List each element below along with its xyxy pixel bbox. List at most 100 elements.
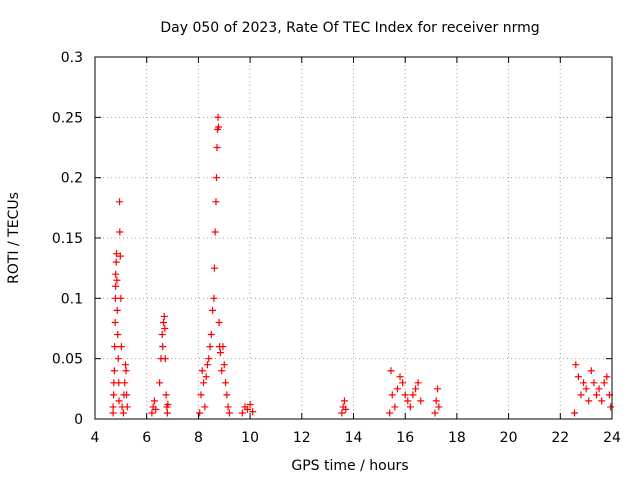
data-point bbox=[572, 361, 580, 369]
data-point bbox=[161, 355, 169, 363]
data-point bbox=[435, 403, 443, 411]
data-point bbox=[122, 367, 130, 375]
data-point bbox=[401, 391, 409, 399]
data-point bbox=[112, 258, 120, 266]
data-point bbox=[113, 276, 121, 284]
data-point bbox=[114, 355, 122, 363]
data-point bbox=[399, 379, 407, 387]
data-point bbox=[219, 343, 227, 351]
data-point bbox=[414, 379, 422, 387]
data-point bbox=[220, 361, 228, 369]
x-tick-label: 10 bbox=[241, 430, 259, 446]
data-point bbox=[434, 385, 442, 393]
data-point bbox=[246, 401, 254, 409]
y-tick-label: 0 bbox=[74, 412, 83, 428]
x-axis-ticks: 4 6 8 10 12 14 16 18 20 22 24 bbox=[91, 57, 621, 446]
data-point bbox=[590, 379, 598, 387]
x-tick-label: 14 bbox=[345, 430, 363, 446]
x-tick-label: 18 bbox=[448, 430, 466, 446]
data-point bbox=[162, 391, 170, 399]
data-point bbox=[598, 397, 606, 405]
data-point bbox=[214, 113, 222, 121]
data-point bbox=[225, 409, 233, 417]
data-point bbox=[116, 228, 124, 236]
data-point bbox=[212, 174, 220, 182]
data-point bbox=[201, 403, 209, 411]
data-point bbox=[216, 349, 224, 357]
y-axis-label: ROTI / TECUs bbox=[6, 192, 22, 284]
data-point bbox=[222, 379, 230, 387]
data-point bbox=[249, 408, 257, 416]
y-tick-label: 0.15 bbox=[52, 231, 83, 247]
data-point bbox=[111, 318, 119, 326]
data-point bbox=[603, 373, 611, 381]
data-point bbox=[607, 403, 615, 411]
data-point bbox=[386, 409, 394, 417]
data-point bbox=[196, 409, 204, 417]
x-tick-label: 22 bbox=[551, 430, 569, 446]
y-axis-ticks: 0 0.05 0.1 0.15 0.2 0.25 0.3 bbox=[52, 50, 612, 428]
x-tick-label: 4 bbox=[91, 430, 100, 446]
data-point bbox=[207, 331, 215, 339]
data-point bbox=[224, 403, 232, 411]
data-point bbox=[160, 318, 168, 326]
data-point bbox=[215, 123, 223, 131]
data-point bbox=[592, 391, 600, 399]
data-point bbox=[338, 409, 346, 417]
data-point bbox=[580, 379, 588, 387]
data-point bbox=[210, 264, 218, 272]
data-point bbox=[587, 367, 595, 375]
data-point bbox=[218, 367, 226, 375]
data-point bbox=[123, 391, 131, 399]
data-point bbox=[585, 397, 593, 405]
data-point bbox=[582, 385, 590, 393]
data-point bbox=[396, 373, 404, 381]
data-point bbox=[150, 397, 158, 405]
data-point bbox=[116, 198, 124, 206]
data-point bbox=[164, 401, 172, 409]
data-point bbox=[387, 367, 395, 375]
data-point bbox=[159, 343, 167, 351]
data-point bbox=[215, 318, 223, 326]
data-point bbox=[123, 403, 131, 411]
data-point bbox=[238, 409, 246, 417]
x-tick-label: 20 bbox=[500, 430, 518, 446]
data-point bbox=[117, 343, 125, 351]
y-tick-label: 0.05 bbox=[52, 352, 83, 368]
y-tick-label: 0.3 bbox=[61, 50, 83, 66]
data-point bbox=[111, 343, 119, 351]
data-point bbox=[206, 343, 214, 351]
y-tick-label: 0.1 bbox=[61, 291, 83, 307]
data-point bbox=[412, 385, 420, 393]
data-point bbox=[431, 409, 439, 417]
data-point bbox=[212, 198, 220, 206]
y-tick-label: 0.2 bbox=[61, 171, 83, 187]
grid-lines bbox=[95, 57, 612, 419]
data-point bbox=[223, 391, 231, 399]
data-point bbox=[112, 282, 120, 290]
data-point bbox=[156, 379, 164, 387]
data-point bbox=[109, 409, 117, 417]
chart-title: Day 050 of 2023, Rate Of TEC Index for r… bbox=[160, 20, 539, 36]
data-point bbox=[571, 409, 579, 417]
data-point bbox=[244, 405, 252, 413]
data-point bbox=[197, 391, 205, 399]
data-point bbox=[112, 270, 120, 278]
data-point bbox=[213, 144, 221, 151]
data-point bbox=[340, 397, 348, 405]
data-point bbox=[117, 294, 125, 302]
data-point bbox=[393, 385, 401, 393]
data-point bbox=[200, 379, 208, 387]
data-point bbox=[198, 367, 206, 375]
data-point bbox=[114, 331, 122, 339]
data-point bbox=[211, 228, 219, 236]
data-point bbox=[574, 373, 582, 381]
data-point bbox=[203, 361, 211, 369]
data-point bbox=[116, 252, 124, 260]
x-tick-label: 12 bbox=[293, 430, 311, 446]
data-point bbox=[388, 391, 396, 399]
data-point bbox=[391, 403, 399, 411]
data-point bbox=[209, 306, 217, 314]
data-point bbox=[160, 312, 168, 320]
